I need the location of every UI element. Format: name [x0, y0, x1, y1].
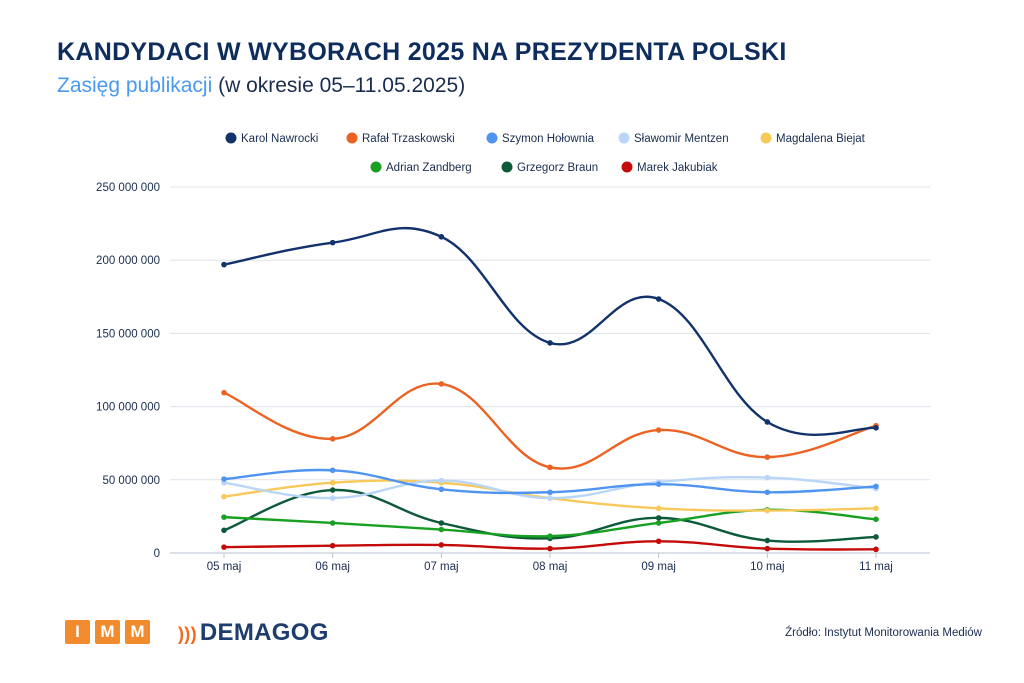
series-line	[223, 508, 877, 538]
data-point	[329, 487, 336, 493]
demagog-logo-text: DEMAGOG	[199, 619, 329, 646]
data-point	[329, 436, 336, 442]
y-tick-label: 0	[154, 548, 160, 560]
data-point	[547, 464, 553, 471]
data-point	[329, 239, 336, 246]
legend-label: Rafał Trzaskowski	[362, 133, 455, 145]
subtitle-highlight: Zasięg publikacji	[57, 74, 213, 97]
data-point	[547, 340, 553, 346]
data-point	[655, 515, 662, 521]
chart-title: KANDYDACI W WYBORACH 2025 NA PREZYDENTA …	[57, 38, 787, 66]
data-point	[873, 425, 879, 431]
subtitle-period: (w okresie 05–11.05.2025)	[212, 74, 466, 97]
imm-logo-letter: M	[125, 620, 150, 644]
data-point	[764, 545, 771, 552]
data-point	[547, 495, 553, 501]
data-point	[873, 516, 879, 523]
data-point	[329, 520, 336, 526]
legend-marker	[621, 161, 633, 173]
data-point	[438, 520, 445, 526]
legend-marker	[346, 132, 358, 144]
data-point	[221, 527, 227, 534]
data-point	[547, 545, 553, 552]
legend-label: Szymon Hołownia	[502, 133, 595, 145]
data-point	[438, 477, 445, 484]
legend-marker	[225, 132, 237, 144]
data-point	[873, 546, 879, 553]
data-point	[329, 479, 336, 486]
imm-logo-letter: M	[95, 620, 120, 644]
legend-label: Sławomir Mentzen	[634, 133, 729, 145]
data-point	[221, 514, 227, 520]
data-point	[221, 389, 227, 396]
data-point	[438, 381, 445, 387]
x-tick-label: 10 maj	[750, 561, 785, 573]
data-point	[873, 505, 879, 512]
data-point	[764, 419, 771, 425]
data-point	[655, 505, 662, 512]
legend-marker	[486, 132, 498, 144]
imm-logo: I M M	[65, 620, 150, 644]
data-point	[547, 533, 553, 539]
data-point	[438, 233, 445, 240]
chart-subtitle: Zasięg publikacji (w okresie 05–11.05.20…	[57, 74, 465, 98]
y-tick-label: 200 000 000	[96, 255, 160, 267]
data-point	[764, 507, 771, 514]
data-point	[655, 520, 662, 526]
data-point	[764, 537, 771, 544]
x-tick-label: 05 maj	[207, 561, 242, 573]
y-tick-label: 250 000 000	[96, 182, 160, 194]
source-note: Źródło: Instytut Monitorowania Mediów	[785, 627, 982, 639]
data-point	[764, 489, 771, 496]
data-point	[547, 489, 553, 496]
data-point	[329, 467, 336, 474]
legend-label: Karol Nawrocki	[241, 133, 318, 145]
data-point	[873, 483, 879, 490]
x-tick-label: 08 maj	[533, 561, 568, 573]
data-point	[221, 261, 227, 268]
data-point	[221, 493, 227, 500]
x-tick-label: 11 maj	[859, 561, 893, 573]
legend-marker	[618, 132, 630, 144]
data-point	[764, 474, 771, 481]
data-point	[438, 486, 445, 493]
y-tick-label: 100 000 000	[96, 402, 160, 414]
imm-logo-letter: I	[65, 620, 90, 644]
legend-label: Marek Jakubiak	[637, 162, 718, 174]
x-tick-label: 07 maj	[424, 561, 459, 573]
data-point	[329, 542, 336, 549]
legend-marker	[370, 161, 382, 173]
series-line	[223, 226, 877, 437]
demagog-logo: ))) DEMAGOG	[178, 619, 329, 647]
y-tick-label: 150 000 000	[96, 328, 160, 340]
series-line	[223, 382, 877, 470]
legend-label: Adrian Zandberg	[386, 162, 472, 174]
data-point	[438, 526, 445, 533]
legend-marker	[760, 132, 772, 144]
data-point	[221, 476, 227, 482]
data-point	[655, 427, 662, 433]
data-point	[438, 542, 445, 548]
data-point	[655, 296, 662, 302]
data-point	[764, 454, 771, 460]
x-tick-label: 06 maj	[315, 561, 350, 573]
data-point	[873, 534, 879, 540]
legend-label: Magdalena Biejat	[776, 133, 866, 145]
x-tick-label: 09 maj	[641, 561, 676, 573]
legend-marker	[501, 161, 513, 173]
legend-label: Grzegorz Braun	[517, 162, 598, 174]
y-tick-label: 50 000 000	[102, 475, 160, 487]
signal-waves-icon: )))	[178, 624, 197, 644]
data-point	[655, 538, 662, 545]
data-point	[221, 544, 227, 550]
data-point	[329, 495, 336, 501]
data-point	[655, 481, 662, 487]
